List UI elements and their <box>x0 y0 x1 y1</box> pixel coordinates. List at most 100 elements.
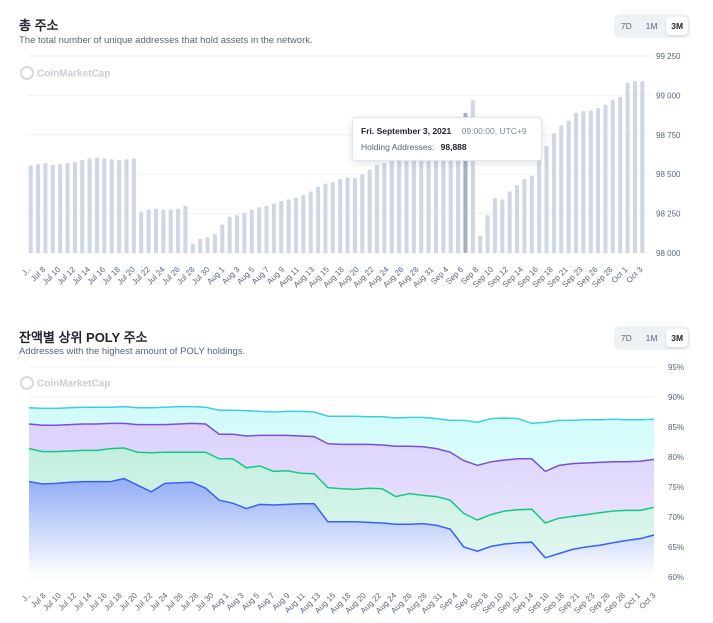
tab-7d[interactable]: 7D <box>620 333 632 343</box>
y-tick-label: 99 250 <box>656 52 681 61</box>
watermark-text: CoinMarketCap <box>37 379 110 390</box>
bar <box>596 108 601 254</box>
tab-1m[interactable]: 1M <box>645 21 658 31</box>
chart2-subtitle: Addresses with the highest amount of POL… <box>19 346 246 357</box>
tooltip-time: 09:00:00, UTC+9 <box>461 126 527 136</box>
tooltip-label: Holding Addresses: <box>361 142 435 152</box>
bar <box>375 164 380 253</box>
chart1-subtitle: The total number of unique addresses tha… <box>19 35 313 46</box>
bar <box>515 185 520 253</box>
purple-series-line <box>28 422 655 473</box>
blue-series-line <box>28 477 655 559</box>
bar <box>389 158 394 253</box>
bar <box>603 104 608 253</box>
bar <box>360 174 365 253</box>
bar <box>279 200 284 253</box>
bar <box>94 157 100 253</box>
bar <box>551 133 556 253</box>
bar <box>220 224 225 253</box>
x-tick-label: Oct 3 <box>638 591 658 611</box>
y-tick-label: 75% <box>668 483 684 492</box>
bar <box>566 120 571 253</box>
bar <box>537 158 542 253</box>
y-tick-label: 60% <box>668 573 684 582</box>
bar <box>308 191 313 253</box>
bar <box>72 161 77 253</box>
tab-3m[interactable]: 3M <box>666 17 689 35</box>
bar <box>264 205 269 253</box>
chart1-tooltip: Fri. September 3, 2021 09:00:00, UTC+9 H… <box>352 117 542 161</box>
bar <box>257 207 262 253</box>
bar <box>316 186 321 253</box>
bar <box>65 163 70 253</box>
bar <box>581 111 586 253</box>
bar <box>190 243 195 253</box>
bar <box>478 235 483 253</box>
chart1-range-tabs: 7D 1M 3M <box>614 14 690 38</box>
bar <box>124 159 129 253</box>
bar <box>544 145 549 253</box>
bar <box>161 209 166 253</box>
bar <box>301 194 306 253</box>
green-series-line <box>28 447 655 524</box>
tooltip-value: 98,888 <box>440 142 467 152</box>
chart2-area-chart[interactable]: 95%90%85%80%75%70%65%60%CoinMarketCapJ..… <box>0 360 713 623</box>
bar <box>625 82 630 254</box>
bar <box>419 144 424 253</box>
bar <box>153 208 158 253</box>
bar <box>212 234 217 253</box>
y-tick-label: 98 000 <box>656 249 681 258</box>
blue-series-area <box>29 478 654 577</box>
bar <box>87 158 92 253</box>
bar <box>522 178 527 253</box>
bar <box>426 141 431 253</box>
coinmarketcap-logo-icon <box>20 66 34 80</box>
y-tick-label: 65% <box>668 543 684 552</box>
watermark-logo: CoinMarketCap <box>20 66 110 80</box>
bar <box>618 96 623 253</box>
bar <box>58 163 63 253</box>
bar <box>345 177 350 253</box>
chart1-title: 총 주소 <box>19 18 59 33</box>
bar <box>573 112 579 254</box>
bar <box>323 183 328 253</box>
bar <box>338 178 343 253</box>
tab-1m[interactable]: 1M <box>645 333 658 343</box>
y-tick-label: 99 000 <box>656 91 681 100</box>
bar <box>404 152 409 253</box>
cyan-series-line <box>28 405 655 425</box>
bar <box>367 169 372 253</box>
watermark-logo: CoinMarketCap <box>20 376 110 390</box>
bar <box>640 81 645 253</box>
bar <box>397 155 402 253</box>
tooltip-date: Fri. September 3, 2021 <box>361 126 452 136</box>
bar <box>485 215 490 253</box>
bar <box>50 164 55 253</box>
bar <box>80 160 85 253</box>
bar <box>36 163 41 253</box>
bar <box>146 209 151 253</box>
bar <box>28 165 33 253</box>
bar <box>433 136 439 253</box>
tab-3m[interactable]: 3M <box>666 329 689 347</box>
x-tick-label: Oct 3 <box>625 265 645 285</box>
bar <box>507 191 512 253</box>
y-tick-label: 80% <box>668 453 684 462</box>
bar <box>286 199 291 253</box>
bar <box>117 160 122 253</box>
bar <box>168 209 173 253</box>
bar <box>102 158 107 253</box>
bar <box>588 110 593 253</box>
bar <box>227 216 232 253</box>
y-tick-label: 70% <box>668 513 684 522</box>
bar <box>139 212 144 253</box>
bar <box>198 238 203 253</box>
bar <box>293 197 298 253</box>
coinmarketcap-logo-icon <box>20 376 34 390</box>
bar <box>610 100 615 254</box>
bar <box>176 208 181 253</box>
bar <box>529 175 534 253</box>
chart1-bar-chart[interactable]: 98 000 98 250 98 500 98 750 99 000 99 250 Coin… <box>0 50 713 300</box>
bar <box>242 212 247 253</box>
tab-7d[interactable]: 7D <box>620 21 632 31</box>
